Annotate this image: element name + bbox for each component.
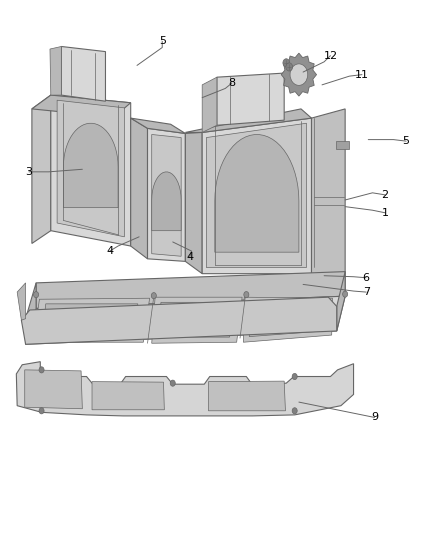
Polygon shape — [148, 128, 185, 261]
Circle shape — [286, 63, 293, 71]
Polygon shape — [51, 95, 131, 246]
Circle shape — [170, 380, 175, 386]
Polygon shape — [32, 95, 51, 244]
Polygon shape — [208, 381, 286, 411]
Text: 1: 1 — [381, 208, 389, 218]
Text: 11: 11 — [355, 70, 369, 79]
Polygon shape — [25, 296, 345, 344]
Polygon shape — [50, 46, 61, 95]
Text: 6: 6 — [363, 273, 370, 283]
Circle shape — [283, 59, 290, 67]
Circle shape — [34, 292, 39, 298]
Text: 7: 7 — [363, 287, 370, 297]
Polygon shape — [21, 297, 337, 344]
Circle shape — [151, 293, 156, 298]
Text: 3: 3 — [25, 167, 32, 177]
Polygon shape — [25, 283, 36, 344]
Circle shape — [39, 408, 44, 414]
Polygon shape — [64, 123, 118, 208]
Text: 12: 12 — [323, 51, 338, 61]
Polygon shape — [33, 298, 150, 342]
Polygon shape — [57, 100, 124, 237]
Circle shape — [292, 374, 297, 379]
Polygon shape — [131, 118, 185, 133]
Polygon shape — [336, 141, 349, 149]
Text: 5: 5 — [403, 136, 410, 146]
Polygon shape — [311, 109, 345, 273]
Polygon shape — [158, 302, 235, 337]
Polygon shape — [202, 118, 311, 273]
Polygon shape — [206, 123, 307, 268]
Text: 4: 4 — [186, 252, 193, 262]
Text: 4: 4 — [106, 246, 113, 256]
Polygon shape — [25, 370, 82, 409]
Circle shape — [39, 367, 44, 373]
Polygon shape — [152, 172, 181, 231]
Polygon shape — [185, 109, 311, 132]
Text: 2: 2 — [381, 190, 389, 200]
Polygon shape — [202, 77, 217, 132]
Polygon shape — [185, 132, 202, 273]
Polygon shape — [281, 53, 317, 96]
Circle shape — [343, 291, 348, 297]
Circle shape — [244, 292, 249, 298]
Polygon shape — [32, 95, 131, 117]
Text: 9: 9 — [371, 413, 378, 423]
Polygon shape — [244, 297, 332, 342]
Polygon shape — [152, 134, 181, 256]
Circle shape — [292, 408, 297, 414]
Polygon shape — [215, 135, 299, 252]
Polygon shape — [17, 283, 25, 320]
Polygon shape — [61, 46, 106, 101]
Polygon shape — [337, 272, 345, 331]
Polygon shape — [249, 302, 325, 337]
Polygon shape — [217, 73, 284, 125]
Text: 5: 5 — [159, 36, 166, 46]
Polygon shape — [36, 272, 345, 309]
Polygon shape — [42, 304, 138, 337]
Circle shape — [290, 64, 308, 85]
Polygon shape — [92, 382, 164, 410]
Polygon shape — [152, 297, 242, 343]
Polygon shape — [131, 118, 148, 259]
Polygon shape — [16, 362, 353, 416]
Text: 8: 8 — [228, 78, 235, 88]
